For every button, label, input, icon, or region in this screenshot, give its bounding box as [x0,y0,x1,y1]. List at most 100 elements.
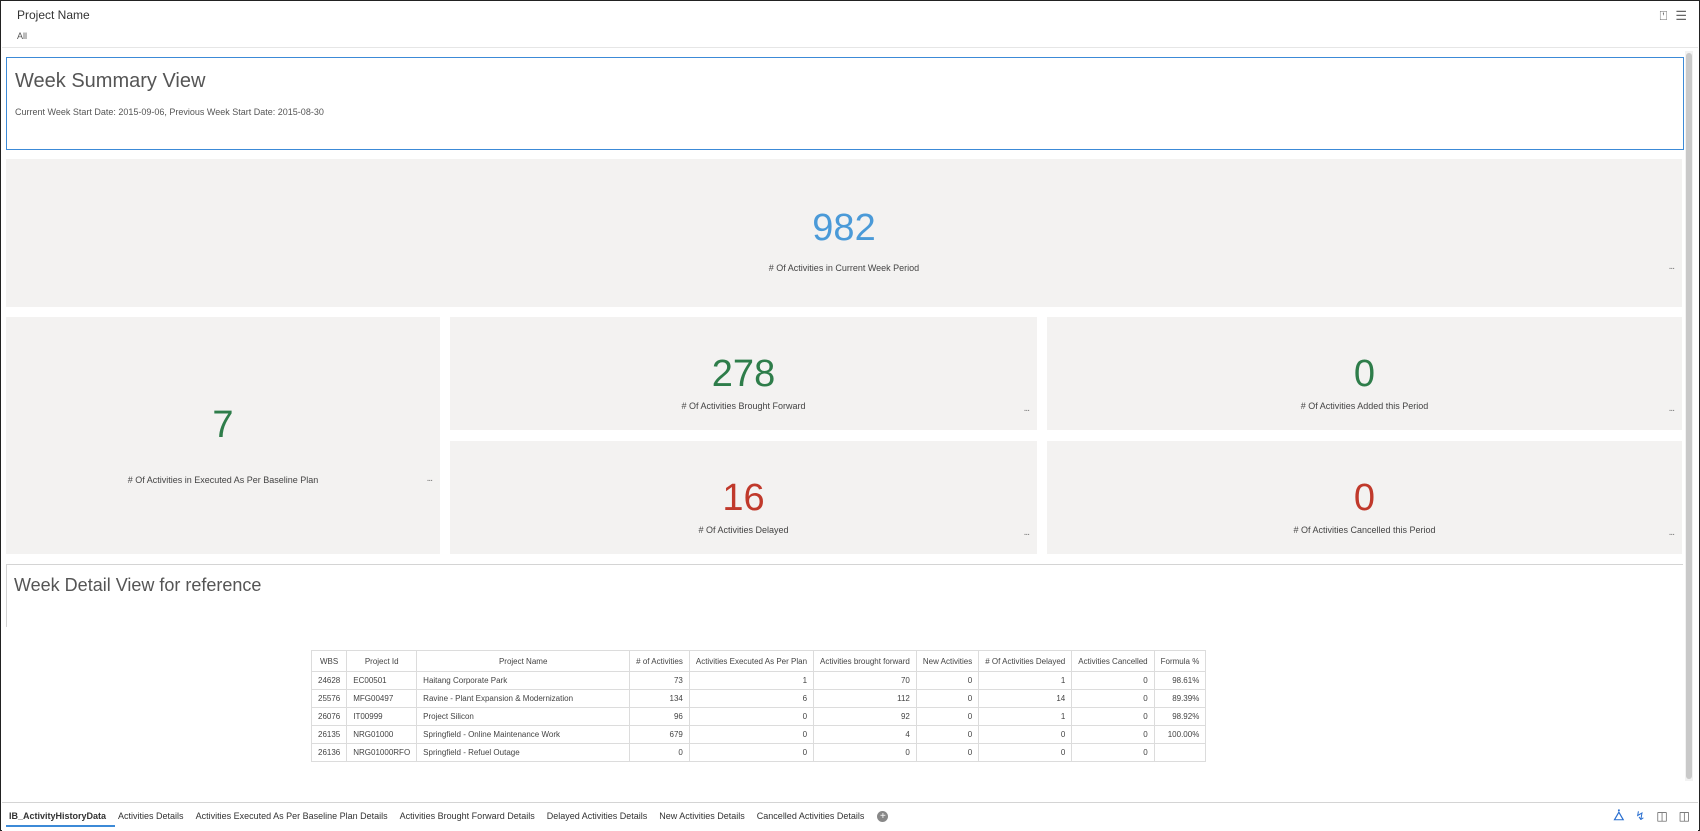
sheet-tab[interactable]: IB_ActivityHistoryData [6,811,116,827]
vertical-scrollbar[interactable] [1685,51,1693,781]
table-cell: 0 [688,743,815,762]
table-cell: 0 [915,689,980,708]
table-row[interactable]: 25576 MFG00497 Ravine - Plant Expansion & … [310,689,1207,708]
column-header[interactable]: Activities brought forward [813,650,917,672]
table-cell: 96 [629,707,690,726]
table-cell: 73 [629,671,690,690]
filter-icon[interactable]: ⧊ [1613,809,1625,823]
kpi-current-caption: # Of Activities in Current Week Period [768,263,920,273]
table-cell: Project Silicon [416,707,631,726]
kpi-added-value: 0 [1353,353,1376,395]
table-cell: 1 [978,707,1073,726]
kpi-brought-forward-more-icon[interactable]: ... [1023,403,1030,414]
kpi-brought-forward[interactable]: 278 # Of Activities Brought Forward ... [450,317,1037,430]
kpi-added-more-icon[interactable]: ... [1668,403,1675,414]
table-cell: 0 [629,743,690,762]
table-cell: NRG01000 [346,725,418,744]
kpi-added[interactable]: 0 # Of Activities Added this Period ... [1047,317,1682,430]
table-cell: 0 [915,671,980,690]
kpi-executed-caption: # Of Activities in Executed As Per Basel… [127,475,319,485]
table-cell: 1 [978,671,1073,690]
kpi-brought-forward-caption: # Of Activities Brought Forward [681,401,806,411]
table-cell: 0 [688,725,815,744]
panel-right-icon[interactable]: ◫ [1678,809,1690,823]
column-header[interactable]: # of Activities [629,650,690,672]
sheet-tab[interactable]: Delayed Activities Details [546,811,648,821]
column-header[interactable]: # Of Activities Delayed [978,650,1073,672]
table-cell: 26076 [310,707,348,726]
kpi-cancelled-caption: # Of Activities Cancelled this Period [1293,525,1436,535]
sheet-tab[interactable]: Activities Details [118,811,184,821]
header-icons: ⍞ ☰ [1660,8,1687,24]
table-cell: 26136 [310,743,348,762]
table-cell: 0 [1071,707,1155,726]
sheet-tab-bar: IB_ActivityHistoryData Activities Details… [2,802,1698,831]
sheet-tab[interactable]: Cancelled Activities Details [756,811,865,821]
table-row[interactable]: 26076 IT00999 Project Silicon 96 0 92 0 1 0 98.92… [310,707,1207,726]
column-header[interactable]: Project Name [416,650,631,672]
table-cell: 89.39% [1153,689,1207,708]
column-header[interactable]: Project Id [346,650,418,672]
week-detail-table: WBS Project Id Project Name # of Activit… [310,650,1207,762]
table-cell [1153,743,1207,762]
table-cell: 0 [915,725,980,744]
header-divider [2,47,1698,48]
table-cell: 25576 [310,689,348,708]
add-tab-icon[interactable]: + [877,811,889,822]
kpi-delayed-value: 16 [722,477,765,519]
table-cell: Haitang Corporate Park [416,671,631,690]
kpi-current-week[interactable]: 982 # Of Activities in Current Week Peri… [6,159,1682,307]
table-cell: 0 [1071,725,1155,744]
panel-left-icon[interactable]: ◫ [1656,809,1668,823]
summary-subtitle: Current Week Start Date: 2015-09-06, Pre… [15,107,324,117]
kpi-cancelled-value: 0 [1353,477,1376,519]
sheet-tab[interactable]: New Activities Details [659,811,745,821]
table-header-row: WBS Project Id Project Name # of Activit… [310,650,1207,672]
table-row[interactable]: 24628 EC00501 Haitang Corporate Park 73 1 70 0… [310,671,1207,690]
table-cell: MFG00497 [346,689,418,708]
sheet-tabs: IB_ActivityHistoryData Activities Details… [6,811,889,827]
summary-title: Week Summary View [15,70,206,92]
filter-value[interactable]: All [17,31,28,41]
kpi-cancelled[interactable]: 0 # Of Activities Cancelled this Period … [1047,441,1682,554]
kpi-delayed[interactable]: 16 # Of Activities Delayed ... [450,441,1037,554]
table-cell: 14 [978,689,1073,708]
table-cell: EC00501 [346,671,418,690]
scrollbar-thumb[interactable] [1686,53,1692,779]
kpi-current-more-icon[interactable]: ... [1668,261,1675,272]
table-cell: NRG01000RFO [346,743,418,762]
table-cell: 112 [813,689,917,708]
menu-icon[interactable]: ☰ [1675,8,1687,23]
sheet-tab[interactable]: Activities Executed As Per Baseline Plan… [195,811,388,821]
project-name-filter[interactable]: Project Name All [17,8,90,41]
table-cell: 70 [813,671,917,690]
table-cell: 100.00% [1153,725,1207,744]
column-header[interactable]: Activities Executed As Per Plan [688,650,815,672]
table-cell: Springfield - Online Maintenance Work [416,725,631,744]
week-summary-panel: Week Summary View Current Week Start Dat… [6,57,1684,150]
table-cell: 24628 [310,671,348,690]
kpi-executed-baseline[interactable]: 7 # Of Activities in Executed As Per Bas… [6,317,440,554]
table-cell: 0 [813,743,917,762]
table-cell: 0 [1071,689,1155,708]
week-detail-panel: Week Detail View for reference [6,564,1683,627]
table-cell: 134 [629,689,690,708]
sheet-tab[interactable]: Activities Brought Forward Details [399,811,535,821]
kpi-brought-forward-value: 278 [711,353,776,395]
kpi-delayed-more-icon[interactable]: ... [1023,527,1030,538]
table-row[interactable]: 26136 NRG01000RFO Springfield - Refuel Out… [310,743,1207,762]
table-cell: 4 [813,725,917,744]
help-icon[interactable]: ⍞ [1659,8,1668,23]
column-header[interactable]: WBS [310,650,348,672]
refresh-icon[interactable]: ↯ [1635,809,1646,823]
column-header[interactable]: New Activities [915,650,980,672]
column-header[interactable]: Formula % [1153,650,1207,672]
kpi-cancelled-more-icon[interactable]: ... [1668,527,1675,538]
column-header[interactable]: Activities Cancelled [1071,650,1155,672]
table-row[interactable]: 26135 NRG01000 Springfield - Online Mainte… [310,725,1207,744]
table-cell: 0 [978,743,1073,762]
kpi-delayed-caption: # Of Activities Delayed [698,525,789,535]
table-cell: 0 [688,707,815,726]
kpi-executed-more-icon[interactable]: ... [426,473,433,484]
